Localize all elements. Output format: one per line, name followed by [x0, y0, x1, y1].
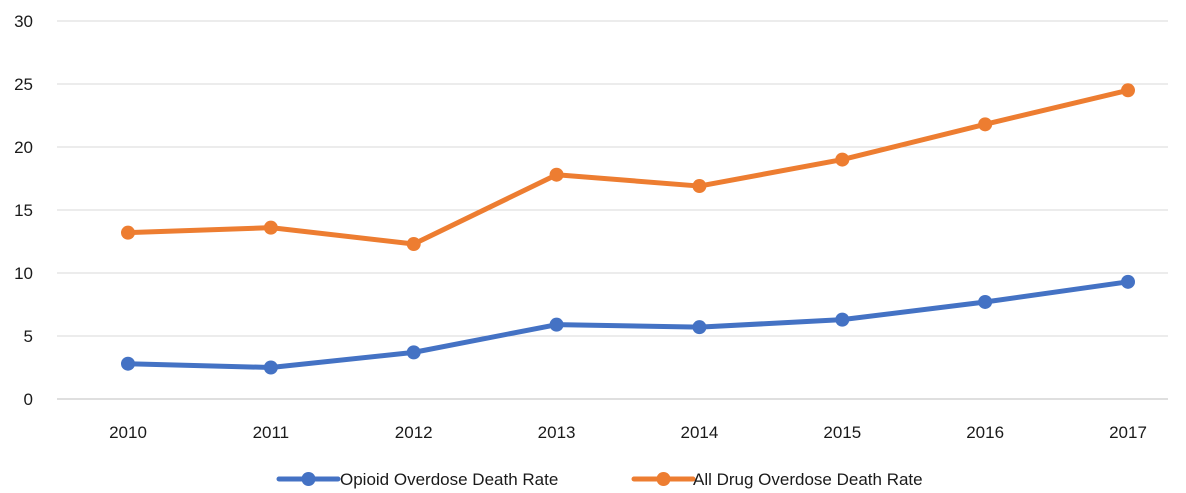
series-layer: [121, 83, 1135, 375]
data-point: [978, 294, 993, 309]
legend-label: Opioid Overdose Death Rate: [340, 470, 558, 489]
data-point: [549, 167, 564, 182]
x-tick-label: 2012: [395, 423, 433, 442]
data-point: [121, 356, 135, 371]
y-tick-label: 10: [14, 264, 33, 283]
series-line: [125, 87, 1131, 247]
y-axis-tick-labels: 0 5 10 15 20 25 30: [14, 12, 33, 409]
data-point: [406, 345, 421, 360]
legend-swatch-marker: [656, 472, 671, 486]
legend: Opioid Overdose Death Rate All Drug Overd…: [276, 470, 923, 489]
y-tick-label: 0: [24, 390, 33, 409]
data-point: [121, 225, 135, 240]
data-point: [406, 237, 421, 252]
y-tick-label: 15: [14, 201, 33, 220]
x-tick-label: 2015: [823, 423, 861, 442]
y-tick-label: 5: [24, 327, 33, 346]
data-point: [1121, 83, 1135, 98]
x-tick-label: 2014: [681, 423, 719, 442]
legend-label: All Drug Overdose Death Rate: [693, 470, 923, 489]
data-point: [549, 317, 564, 332]
x-tick-label: 2016: [966, 423, 1004, 442]
data-point: [263, 220, 278, 235]
y-tick-label: 25: [14, 75, 33, 94]
x-tick-label: 2010: [109, 423, 147, 442]
y-tick-label: 20: [14, 138, 33, 157]
x-axis-tick-labels: 2010 2011 2012 2013 2014 2015 2016 2017: [109, 423, 1147, 442]
data-point: [835, 152, 850, 167]
data-point: [1121, 274, 1135, 289]
gridlines: [57, 20, 1168, 400]
y-tick-label: 30: [14, 12, 33, 31]
legend-item-all-drug: All Drug Overdose Death Rate: [631, 470, 923, 489]
data-point: [835, 312, 850, 327]
legend-swatch-marker: [301, 472, 316, 486]
x-tick-label: 2013: [538, 423, 576, 442]
x-tick-label: 2017: [1109, 423, 1147, 442]
data-point: [692, 179, 707, 194]
data-point: [978, 117, 993, 132]
data-point: [263, 360, 278, 375]
series-all-drug: [121, 83, 1135, 252]
series-opioid: [121, 274, 1135, 375]
x-tick-label: 2011: [253, 423, 290, 442]
series-line: [125, 279, 1131, 370]
legend-item-opioid: Opioid Overdose Death Rate: [276, 470, 558, 489]
data-point: [692, 320, 707, 335]
